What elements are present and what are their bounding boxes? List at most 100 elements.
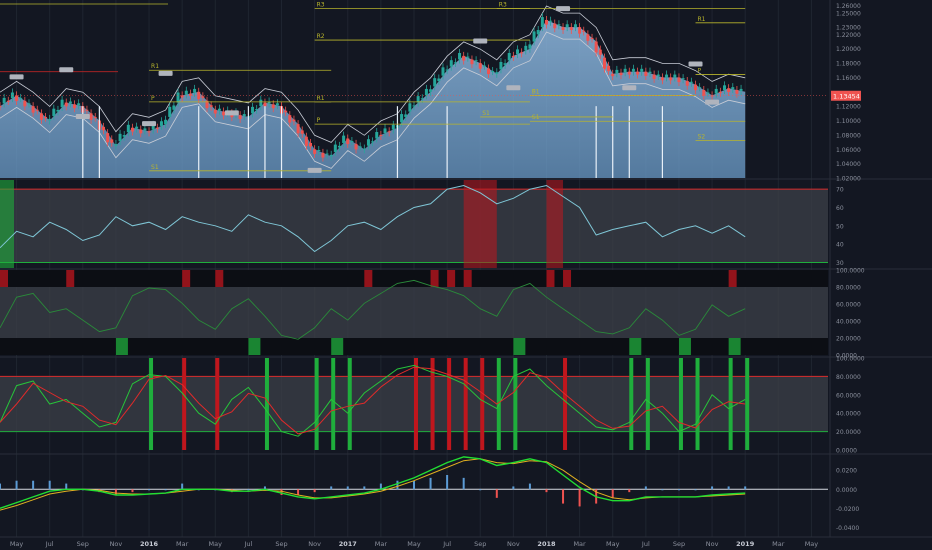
candle-body xyxy=(213,109,217,114)
candle-body xyxy=(337,145,341,148)
candle-body xyxy=(536,30,540,35)
candle-body xyxy=(437,78,441,82)
osc-red-zone xyxy=(463,270,472,287)
stoch-sell-bar xyxy=(215,358,220,450)
candle-body xyxy=(296,124,300,134)
y-tick-label: 50 xyxy=(836,223,844,230)
candle-body xyxy=(412,105,416,107)
swing-label-box xyxy=(506,85,521,91)
stoch-d-line xyxy=(0,366,746,435)
macd-histogram-bar xyxy=(297,489,300,495)
candle-body xyxy=(209,105,213,107)
candle-body xyxy=(727,88,731,92)
pivot-level-label: S1 xyxy=(482,110,490,117)
y-tick-label: 0.0000 xyxy=(836,487,857,494)
macd-histogram-bar xyxy=(413,480,415,490)
x-tick-label: Jul xyxy=(442,540,451,548)
swing-label-box xyxy=(307,167,322,173)
stochastic-pane[interactable] xyxy=(0,358,828,450)
candle-body xyxy=(694,84,698,91)
macd-histogram-bar xyxy=(48,480,51,490)
macd-pane[interactable] xyxy=(0,456,828,511)
oscillator-pane[interactable] xyxy=(0,270,828,355)
candle-body xyxy=(400,114,404,123)
macd-histogram-bar xyxy=(694,489,697,491)
candle-body xyxy=(6,100,10,102)
x-tick-label: Mar xyxy=(573,540,586,548)
y-tick-label: 1.18000 xyxy=(836,61,861,68)
candle-body xyxy=(321,152,325,158)
candle-body xyxy=(68,101,72,104)
osc-green-zone xyxy=(728,338,741,355)
candle-body xyxy=(188,93,192,96)
candle-body xyxy=(611,73,615,77)
upper-band-line xyxy=(0,5,746,143)
candle-body xyxy=(416,96,420,103)
candle-body xyxy=(739,88,743,91)
x-tick-label: May xyxy=(209,540,223,548)
y-tick-label: 60.0000 xyxy=(836,392,861,399)
candle-body xyxy=(126,124,130,133)
candle-body xyxy=(665,74,669,78)
candle-body xyxy=(267,101,271,104)
y-tick-label: 0.0000 xyxy=(836,353,857,360)
stoch-sell-bar xyxy=(182,358,187,450)
pivot-level-label: R1 xyxy=(698,16,706,23)
y-tick-label: 40.0000 xyxy=(836,411,861,418)
rsi-pane[interactable] xyxy=(0,180,828,268)
x-tick-label: 2016 xyxy=(140,540,159,548)
candle-body xyxy=(408,103,412,112)
osc-red-zone xyxy=(66,270,75,287)
y-tick-label: 1.20000 xyxy=(836,46,861,53)
y-tick-label: 1.25000 xyxy=(836,10,861,17)
macd-line xyxy=(0,456,746,509)
y-tick-label: 1.10000 xyxy=(836,118,861,125)
macd-histogram-bar xyxy=(379,483,382,490)
swing-label-box xyxy=(622,85,637,91)
rsi-line xyxy=(0,184,746,253)
candle-body xyxy=(333,144,337,152)
candle-body xyxy=(31,106,35,113)
stoch-buy-bar xyxy=(695,358,700,450)
candle-body xyxy=(164,119,168,125)
macd-histogram-bar xyxy=(65,483,68,490)
y-tick-label: 100.0000 xyxy=(836,356,865,363)
candle-body xyxy=(242,114,246,117)
candle-body xyxy=(300,130,304,134)
candle-body xyxy=(304,136,308,146)
macd-histogram-bar xyxy=(479,489,482,491)
candle-body xyxy=(23,100,27,107)
y-tick-label: 1.06000 xyxy=(836,147,861,154)
candle-body xyxy=(93,116,97,118)
candle-body xyxy=(122,135,126,137)
macd-histogram-bar xyxy=(0,483,1,490)
osc-band-fill xyxy=(0,287,828,338)
candle-body xyxy=(350,141,354,143)
macd-histogram-bar xyxy=(263,486,266,490)
candle-body xyxy=(623,68,627,73)
y-tick-label: -0.0200 xyxy=(836,506,859,513)
macd-histogram-bar xyxy=(711,486,714,490)
time-axis[interactable]: May Jul Sep Nov 2016 Mar May Jul Sep Nov 2017 Mar Ma… xyxy=(10,540,818,548)
osc-red-zone xyxy=(447,270,456,287)
macd-histogram-bar xyxy=(727,486,730,490)
candle-body xyxy=(288,115,292,123)
swing-label-box xyxy=(224,110,239,116)
price-area xyxy=(0,20,746,178)
candle-body xyxy=(155,127,159,129)
osc-red-zone xyxy=(430,270,439,287)
candle-body xyxy=(718,91,722,93)
candle-body xyxy=(10,92,14,99)
macd-histogram-bar xyxy=(512,486,515,490)
candle-body xyxy=(317,149,321,152)
candle-body xyxy=(201,96,205,98)
candle-body xyxy=(56,109,60,112)
stoch-buy-bar xyxy=(629,358,634,450)
candle-body xyxy=(2,97,6,104)
y-tick-label: 60.0000 xyxy=(836,302,861,309)
candle-body xyxy=(309,142,312,147)
candle-body xyxy=(482,65,486,67)
